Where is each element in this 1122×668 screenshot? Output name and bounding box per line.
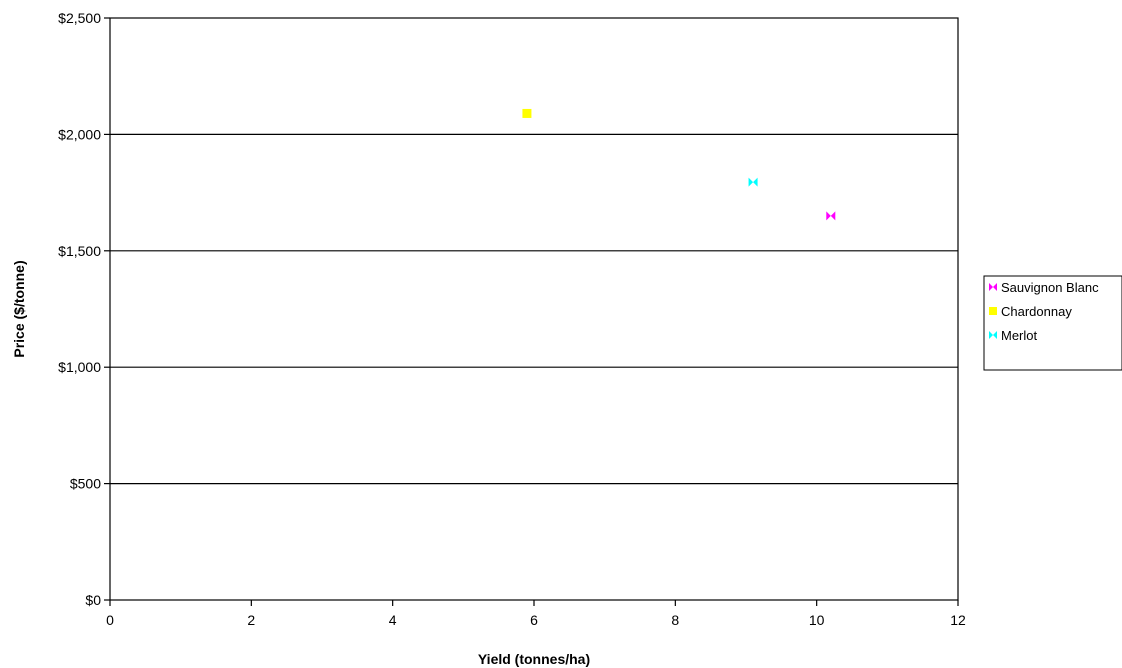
x-tick-label: 0 [106,612,114,628]
legend-marker [989,283,997,291]
legend-label: Chardonnay [1001,304,1072,319]
x-tick-label: 8 [671,612,679,628]
y-axis-ticks: $0 $500 $1,000 $1,500 $2,000 $2,500 [58,10,110,608]
legend-marker [989,307,997,315]
legend-marker [989,331,997,339]
legend-label: Sauvignon Blanc [1001,280,1099,295]
gridlines [110,133,958,485]
data-point [826,211,836,221]
y-tick-label: $1,500 [58,243,101,259]
x-axis-ticks: 0 2 4 6 8 10 12 [106,600,966,628]
y-tick-label: $1,000 [58,359,101,375]
x-tick-label: 2 [247,612,255,628]
data-point [522,108,532,118]
x-tick-label: 10 [809,612,825,628]
data-point [748,177,758,187]
y-axis-title: Price ($/tonne) [11,260,27,357]
y-tick-label: $2,500 [58,10,101,26]
legend-box [983,275,1122,371]
x-tick-label: 12 [950,612,966,628]
y-tick-label: $500 [70,476,101,492]
y-tick-label: $2,000 [58,126,101,142]
y-tick-label: $0 [85,592,101,608]
x-tick-label: 4 [389,612,397,628]
plot-area [109,17,959,601]
legend-label: Merlot [1001,328,1038,343]
x-tick-label: 6 [530,612,538,628]
data-points [522,108,836,221]
x-axis-title: Yield (tonnes/ha) [478,651,590,667]
legend: Sauvignon Blanc Chardonnay Merlot [983,275,1122,371]
